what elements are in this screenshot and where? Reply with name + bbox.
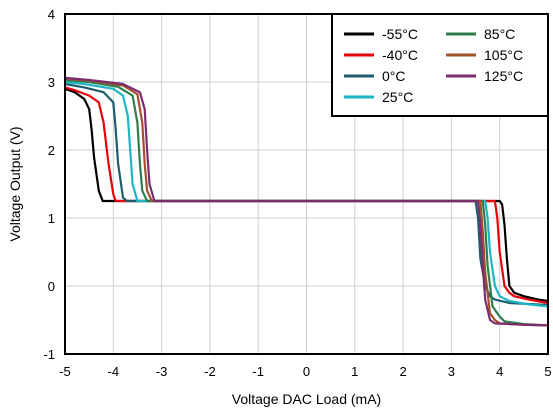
x-tick-label: -4 [108, 364, 120, 379]
legend-label: 85°C [484, 26, 515, 42]
legend-label: -55°C [382, 26, 418, 42]
x-tick-label: -5 [59, 364, 71, 379]
series-line-85°C [63, 78, 550, 327]
legend-label: -40°C [382, 47, 418, 63]
y-tick-label: 2 [48, 143, 55, 158]
y-tick-label: 0 [48, 279, 55, 294]
series-line-25°C [63, 80, 550, 308]
legend-label: 0°C [382, 68, 406, 84]
legend-label: 25°C [382, 89, 413, 105]
x-tick-label: -3 [156, 364, 168, 379]
x-tick-label: 3 [448, 364, 455, 379]
y-tick-label: 3 [48, 75, 55, 90]
y-tick-label: 1 [48, 211, 55, 226]
x-tick-label: 2 [399, 364, 406, 379]
x-tick-label: 4 [496, 364, 503, 379]
series-line--40°C [63, 86, 550, 305]
x-tick-labels: -5 -4 -3 -2 -1 0 1 2 3 4 5 [59, 364, 551, 379]
legend-box [331, 13, 549, 117]
y-tick-labels: -1 0 1 2 3 4 [43, 7, 55, 362]
y-tick-label: -1 [43, 347, 55, 362]
legend-label: 105°C [484, 47, 523, 63]
x-tick-label: 5 [544, 364, 551, 379]
x-axis-title: Voltage DAC Load (mA) [232, 391, 381, 407]
legend-label: 125°C [484, 68, 523, 84]
y-tick-label: 4 [48, 7, 55, 22]
y-axis-title: Voltage Output (V) [7, 126, 23, 241]
series-layer [63, 76, 550, 327]
plot-frame [64, 13, 549, 355]
legend: -55°C -40°C 0°C 25°C 85°C 105°C 125°C [331, 13, 549, 117]
x-tick-label: -2 [204, 364, 216, 379]
x-tick-label: 0 [303, 364, 310, 379]
series-line-125°C [63, 76, 550, 327]
x-tick-label: -1 [252, 364, 264, 379]
x-tick-label: 1 [351, 364, 358, 379]
